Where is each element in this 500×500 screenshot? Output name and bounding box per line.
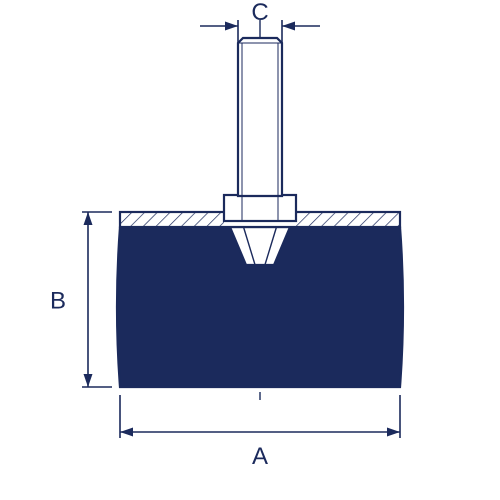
dimension-b-label: B xyxy=(50,288,66,315)
vibration-mount-diagram: A B C xyxy=(0,0,500,500)
threaded-stud xyxy=(238,38,282,196)
dimension-c-label: C xyxy=(251,0,268,26)
dimension-a-label: A xyxy=(252,443,268,470)
hex-collar xyxy=(224,195,296,221)
